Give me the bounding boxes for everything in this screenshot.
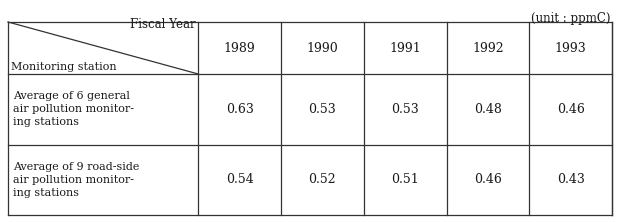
Text: Average of 6 general
air pollution monitor-
ing stations: Average of 6 general air pollution monit…	[13, 91, 134, 127]
Text: 0.46: 0.46	[557, 103, 585, 116]
Text: 0.63: 0.63	[226, 103, 254, 116]
Text: (unit : ppmC): (unit : ppmC)	[531, 12, 611, 25]
Text: 0.46: 0.46	[474, 173, 502, 186]
Text: 0.51: 0.51	[391, 173, 419, 186]
Text: 1991: 1991	[389, 42, 421, 54]
Text: 0.52: 0.52	[309, 173, 336, 186]
Text: Monitoring station: Monitoring station	[11, 62, 117, 72]
Text: 0.43: 0.43	[557, 173, 585, 186]
Text: 0.53: 0.53	[309, 103, 336, 116]
Text: 1992: 1992	[472, 42, 503, 54]
Text: Average of 9 road-side
air pollution monitor-
ing stations: Average of 9 road-side air pollution mon…	[13, 162, 140, 198]
Text: 0.48: 0.48	[474, 103, 502, 116]
Text: Fiscal Year: Fiscal Year	[130, 18, 195, 31]
Text: 1990: 1990	[306, 42, 339, 54]
Text: 0.53: 0.53	[391, 103, 419, 116]
Text: 0.54: 0.54	[226, 173, 254, 186]
Text: 1989: 1989	[224, 42, 255, 54]
Text: 1993: 1993	[555, 42, 587, 54]
